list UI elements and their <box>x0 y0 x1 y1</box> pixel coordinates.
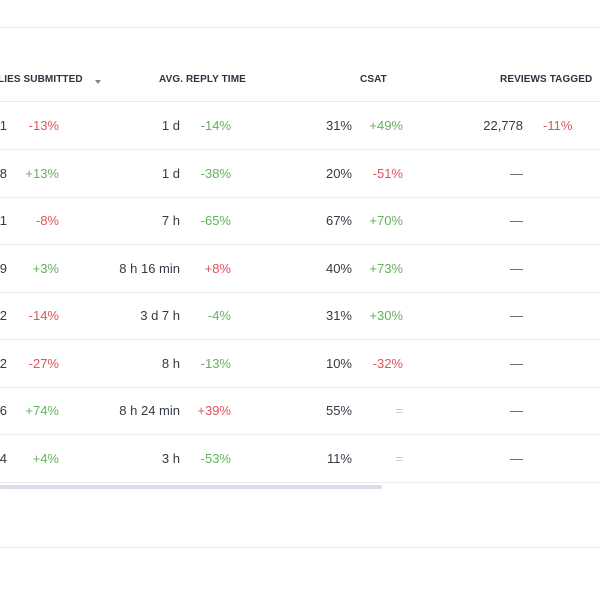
csat-value: 20% <box>325 165 352 181</box>
header-divider <box>0 101 600 102</box>
table-row[interactable]: 9 +3% 8 h 16 min +8% 40% +73% — <box>0 245 600 293</box>
csat-value: 31% <box>325 118 352 133</box>
table-row[interactable]: 4 +4% 3 h -53% 11% = — <box>0 435 600 483</box>
reviews-tagged-value: — <box>510 308 523 323</box>
table-row[interactable]: 1 -8% 7 h -65% 67% +70% — <box>0 197 600 245</box>
reviews-tagged-value: — <box>510 165 523 181</box>
csat-change: = <box>395 403 403 418</box>
reply-time-change: +39% <box>197 403 231 418</box>
submitted-value: 1 <box>0 118 7 133</box>
reply-time-value: 8 h 24 min <box>119 403 180 418</box>
reply-time-value: 3 d 7 h <box>140 308 180 323</box>
column-header-replies-submitted[interactable]: LIES SUBMITTED <box>0 74 83 85</box>
csat-change: -32% <box>372 355 403 371</box>
sort-caret-down-icon[interactable] <box>95 80 101 84</box>
submitted-value: 8 <box>0 165 7 181</box>
reviews-tagged-change <box>543 340 588 387</box>
column-header-csat[interactable]: CSAT <box>360 74 387 85</box>
csat-value: 10% <box>325 355 352 371</box>
reply-time-value: 3 h <box>161 450 180 466</box>
reviews-tagged-change <box>543 197 588 244</box>
horizontal-scrollbar[interactable] <box>0 485 382 489</box>
reply-time-value: 8 h <box>161 355 180 371</box>
reviews-tagged-change <box>543 292 588 339</box>
table-row[interactable]: 6 +74% 8 h 24 min +39% 55% = — <box>0 387 600 435</box>
submitted-value: 1 <box>0 213 7 228</box>
submitted-change: -13% <box>28 118 59 133</box>
reviews-tagged-value: — <box>510 403 523 418</box>
submitted-value: 4 <box>0 450 7 466</box>
reply-time-change: -53% <box>200 450 231 466</box>
reply-time-change: +8% <box>204 260 231 276</box>
submitted-change: +74% <box>25 403 59 418</box>
reply-time-change: -13% <box>200 355 231 371</box>
submitted-change: -8% <box>35 213 59 228</box>
csat-change: = <box>395 450 403 466</box>
submitted-value: 6 <box>0 403 7 418</box>
reviews-tagged-change <box>543 435 588 482</box>
table-row[interactable]: 2 -27% 8 h -13% 10% -32% — <box>0 340 600 388</box>
table-row[interactable]: 1 -13% 1 d -14% 31% +49% 22,778 -11% <box>0 102 600 150</box>
reply-time-change: -38% <box>200 165 231 181</box>
reviews-tagged-value: — <box>510 355 523 371</box>
submitted-change: +4% <box>32 450 59 466</box>
reviews-tagged-value: — <box>510 213 523 228</box>
csat-value: 40% <box>325 260 352 276</box>
reviews-tagged-value: — <box>510 450 523 466</box>
reviews-tagged-change <box>543 150 588 197</box>
reply-time-change: -4% <box>207 308 231 323</box>
reply-time-value: 7 h <box>161 213 180 228</box>
submitted-value: 2 <box>0 355 7 371</box>
reviews-tagged-change: -11% <box>543 118 573 133</box>
reply-time-value: 8 h 16 min <box>119 260 180 276</box>
reviews-tagged-change <box>543 245 588 292</box>
submitted-change: -14% <box>28 308 59 323</box>
reply-time-value: 1 d <box>161 165 180 181</box>
csat-change: +49% <box>369 118 403 133</box>
csat-change: +70% <box>369 213 403 228</box>
reply-time-change: -14% <box>200 118 231 133</box>
reviews-tagged-value: 22,778 <box>483 118 523 133</box>
csat-value: 31% <box>325 308 352 323</box>
reply-time-value: 1 d <box>161 118 180 133</box>
submitted-change: +13% <box>25 165 59 181</box>
csat-change: -51% <box>372 165 403 181</box>
submitted-value: 9 <box>0 260 7 276</box>
csat-change: +30% <box>369 308 403 323</box>
column-header-avg-reply-time[interactable]: AVG. REPLY TIME <box>159 74 246 85</box>
submitted-change: +3% <box>32 260 59 276</box>
reviews-tagged-change <box>543 387 588 434</box>
table-row[interactable]: 2 -14% 3 d 7 h -4% 31% +30% — <box>0 292 600 340</box>
table-card <box>0 27 600 548</box>
csat-value: 55% <box>325 403 352 418</box>
csat-value: 11% <box>326 450 352 466</box>
column-header-reviews-tagged[interactable]: REVIEWS TAGGED <box>500 74 593 85</box>
reviews-tagged-value: — <box>510 260 523 276</box>
reply-time-change: -65% <box>200 213 231 228</box>
csat-value: 67% <box>325 213 352 228</box>
csat-change: +73% <box>369 260 403 276</box>
table-row[interactable]: 8 +13% 1 d -38% 20% -51% — <box>0 150 600 198</box>
submitted-value: 2 <box>0 308 7 323</box>
submitted-change: -27% <box>28 355 59 371</box>
